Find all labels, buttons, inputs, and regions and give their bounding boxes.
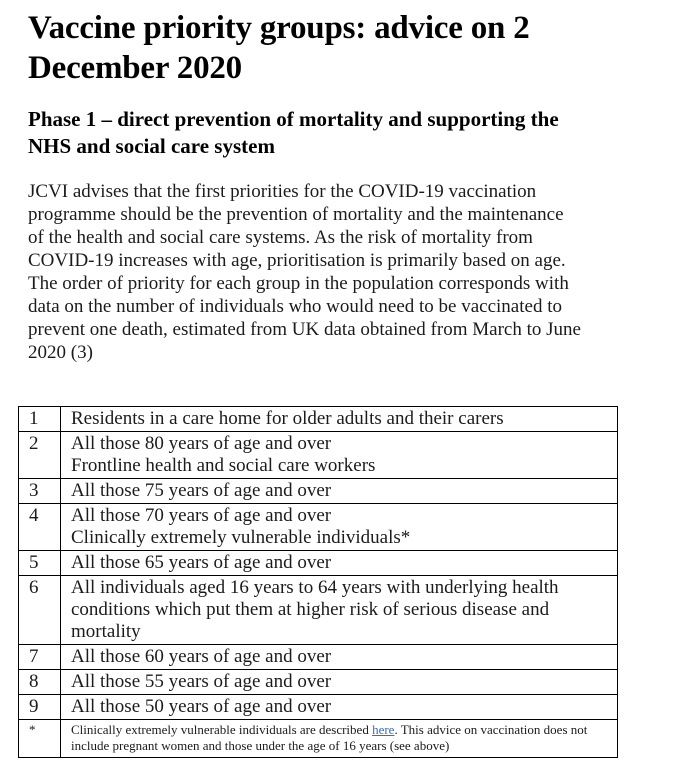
table-row: 3 All those 75 years of age and over: [18, 478, 618, 504]
page-title: Vaccine priority groups: advice on 2 Dec…: [28, 10, 530, 86]
priority-description-cell: All those 55 years of age and over: [60, 669, 618, 695]
table-row: 5 All those 65 years of age and over: [18, 550, 618, 576]
priority-line: Clinically extremely vulnerable individu…: [71, 527, 411, 548]
priority-line: All those 50 years of age and over: [71, 696, 332, 717]
section-heading: Phase 1 – direct prevention of mortality…: [28, 107, 559, 158]
priority-number-cell: 6: [18, 575, 61, 645]
table-row: 8 All those 55 years of age and over: [18, 669, 618, 695]
priority-line: mortality: [71, 621, 141, 642]
priority-line: Residents in a care home for older adult…: [71, 408, 504, 429]
priority-line: All those 80 years of age and over: [71, 433, 332, 454]
intro-paragraph: JCVI advises that the first priorities f…: [28, 181, 581, 363]
priority-number-cell: 9: [18, 694, 61, 720]
priority-number-cell: 2: [18, 431, 61, 479]
table-row: 2 All those 80 years of age and over Front…: [18, 431, 618, 479]
priority-number-cell: 7: [18, 644, 61, 670]
priority-description-cell: All those 70 years of age and over Clinic…: [60, 503, 618, 551]
priority-groups-table-body: 1 Residents in a care home for older adul…: [18, 406, 618, 758]
footnote-text-before: Clinically extremely vulnerable individu…: [71, 722, 373, 737]
priority-line: All those 55 years of age and over: [71, 671, 332, 692]
priority-number-cell: 4: [18, 503, 61, 551]
priority-line: All individuals aged 16 years to 64 year…: [71, 577, 559, 598]
priority-description-cell: All individuals aged 16 years to 64 year…: [60, 575, 618, 645]
table-row: 7 All those 60 years of age and over: [18, 644, 618, 670]
priority-description-cell: All those 50 years of age and over: [60, 694, 618, 720]
priority-number-cell: 1: [18, 406, 61, 432]
table-row: 1 Residents in a care home for older adul…: [18, 406, 618, 432]
priority-description-cell: All those 60 years of age and over: [60, 644, 618, 670]
priority-number-cell: 3: [18, 478, 61, 504]
footnote-text-after: . This advice on vaccination does not in…: [71, 722, 588, 753]
priority-number-cell: 5: [18, 550, 61, 576]
priority-line: Frontline health and social care workers: [71, 455, 376, 476]
priority-line: All those 75 years of age and over: [71, 480, 332, 501]
footnote-text-cell: Clinically extremely vulnerable individu…: [60, 719, 618, 758]
table-row: 4 All those 70 years of age and over Clini…: [18, 503, 618, 551]
table-row: 6 All individuals aged 16 years to 64 yea…: [18, 575, 618, 645]
priority-groups-table: 1 Residents in a care home for older adul…: [18, 406, 618, 758]
priority-number-cell: 8: [18, 669, 61, 695]
priority-line: All those 65 years of age and over: [71, 552, 332, 573]
here-link[interactable]: here: [372, 722, 395, 737]
priority-description-cell: All those 80 years of age and over Frontl…: [60, 431, 618, 479]
priority-description-cell: Residents in a care home for older adult…: [60, 406, 618, 432]
priority-line: conditions which put them at higher risk…: [71, 599, 550, 620]
priority-line: All those 70 years of age and over: [71, 505, 332, 526]
table-row: 9 All those 50 years of age and over: [18, 694, 618, 720]
priority-description-cell: All those 75 years of age and over: [60, 478, 618, 504]
priority-line: All those 60 years of age and over: [71, 646, 332, 667]
footnote-marker-cell: *: [18, 719, 61, 758]
priority-description-cell: All those 65 years of age and over: [60, 550, 618, 576]
footnote-row: * Clinically extremely vulnerable individ…: [18, 719, 618, 758]
